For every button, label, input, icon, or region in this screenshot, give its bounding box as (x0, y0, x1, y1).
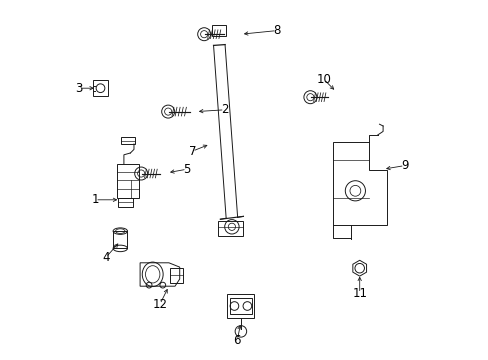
Text: 6: 6 (233, 334, 241, 347)
Text: 4: 4 (102, 251, 109, 264)
Text: 7: 7 (188, 145, 196, 158)
Text: 2: 2 (221, 103, 228, 116)
Text: 10: 10 (316, 73, 330, 86)
Text: 8: 8 (273, 24, 280, 37)
Text: 1: 1 (91, 193, 99, 206)
Text: 3: 3 (75, 82, 82, 95)
Text: 12: 12 (152, 298, 167, 311)
Text: 5: 5 (183, 163, 190, 176)
Text: 11: 11 (351, 287, 366, 300)
Text: 9: 9 (400, 159, 407, 172)
